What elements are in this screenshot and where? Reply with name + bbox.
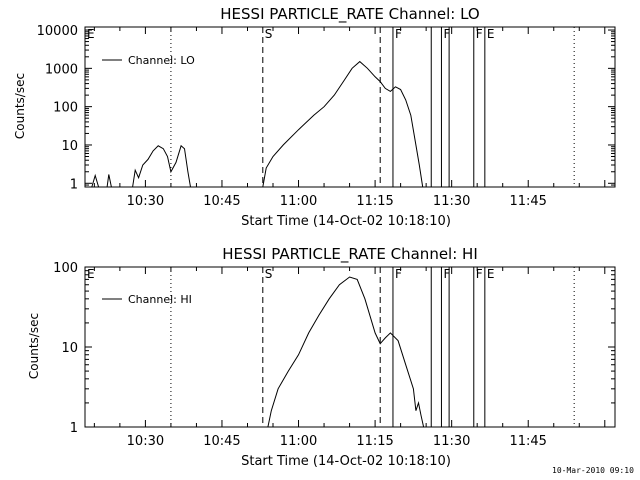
lo-y-tick-label: 1 bbox=[70, 177, 78, 192]
lo-marker-label: F bbox=[476, 27, 483, 41]
hi-panel: HESSI PARTICLE_RATE Channel: HI Counts/s… bbox=[27, 245, 616, 469]
lo-x-tick-label: 10:30 bbox=[127, 194, 164, 209]
lo-plot-area: 10:30 10:45 11:00 11:15 11:30 11:45 1 10 100 1000… bbox=[37, 24, 616, 209]
lo-x-tick-label: 11:00 bbox=[280, 194, 317, 209]
hi-marker-label: E bbox=[487, 267, 495, 281]
lo-x-tick-label: 11:45 bbox=[509, 194, 546, 209]
hi-x-tick-label: 11:15 bbox=[356, 434, 393, 449]
lo-x-tick-label: 11:30 bbox=[433, 194, 470, 209]
lo-y-tick-label: 10 bbox=[61, 139, 78, 154]
hi-y-tick-label: 1 bbox=[70, 421, 78, 436]
hi-axes-frame bbox=[84, 266, 616, 428]
lo-marker-label: E bbox=[487, 27, 495, 41]
lo-series-line bbox=[91, 60, 424, 188]
hi-y-tick-label: 10 bbox=[61, 341, 78, 356]
hi-legend-label: Channel: HI bbox=[128, 293, 192, 306]
lo-y-tick-label: 100 bbox=[53, 101, 78, 116]
lo-x-tick-label: 11:15 bbox=[356, 194, 393, 209]
lo-marker-label: E bbox=[87, 27, 95, 41]
hi-x-axis-label: Start Time (14-Oct-02 10:18:10) bbox=[241, 454, 451, 469]
hi-x-tick-label: 10:45 bbox=[203, 434, 240, 449]
timestamp: 10-Mar-2010 09:10 bbox=[552, 466, 634, 475]
hi-marker-label: S bbox=[265, 267, 273, 281]
hi-x-tick-label: 11:45 bbox=[509, 434, 546, 449]
hi-marker-label: F bbox=[443, 267, 450, 281]
hi-marker-label: E bbox=[87, 267, 95, 281]
hi-y-axis-label: Counts/sec bbox=[27, 313, 41, 379]
lo-legend-label: Channel: LO bbox=[128, 54, 195, 67]
lo-marker-label: S bbox=[265, 27, 273, 41]
lo-panel: HESSI PARTICLE_RATE Channel: LO Counts/s… bbox=[13, 5, 616, 229]
hi-series-line bbox=[267, 276, 425, 428]
lo-marker-label: F bbox=[443, 27, 450, 41]
lo-axes-frame bbox=[84, 26, 616, 188]
hi-marker-label: F bbox=[476, 267, 483, 281]
hi-y-tick-label: 100 bbox=[53, 261, 78, 276]
lo-y-tick-label: 1000 bbox=[45, 62, 78, 77]
hi-plot-area: 10:30 10:45 11:00 11:15 11:30 11:45 1 10 100 E S F F… bbox=[53, 261, 616, 449]
lo-x-tick-label: 10:45 bbox=[203, 194, 240, 209]
hi-marker-label: F bbox=[395, 267, 402, 281]
lo-y-axis-label: Counts/sec bbox=[13, 73, 27, 139]
hi-x-tick-label: 10:30 bbox=[127, 434, 164, 449]
lo-x-axis-label: Start Time (14-Oct-02 10:18:10) bbox=[241, 214, 451, 229]
lo-marker-label: F bbox=[395, 27, 402, 41]
lo-y-tick-label: 10000 bbox=[37, 24, 78, 39]
hi-chart-title: HESSI PARTICLE_RATE Channel: HI bbox=[222, 245, 478, 264]
hi-x-tick-label: 11:30 bbox=[433, 434, 470, 449]
hi-x-tick-label: 11:00 bbox=[280, 434, 317, 449]
lo-chart-title: HESSI PARTICLE_RATE Channel: LO bbox=[220, 5, 479, 24]
